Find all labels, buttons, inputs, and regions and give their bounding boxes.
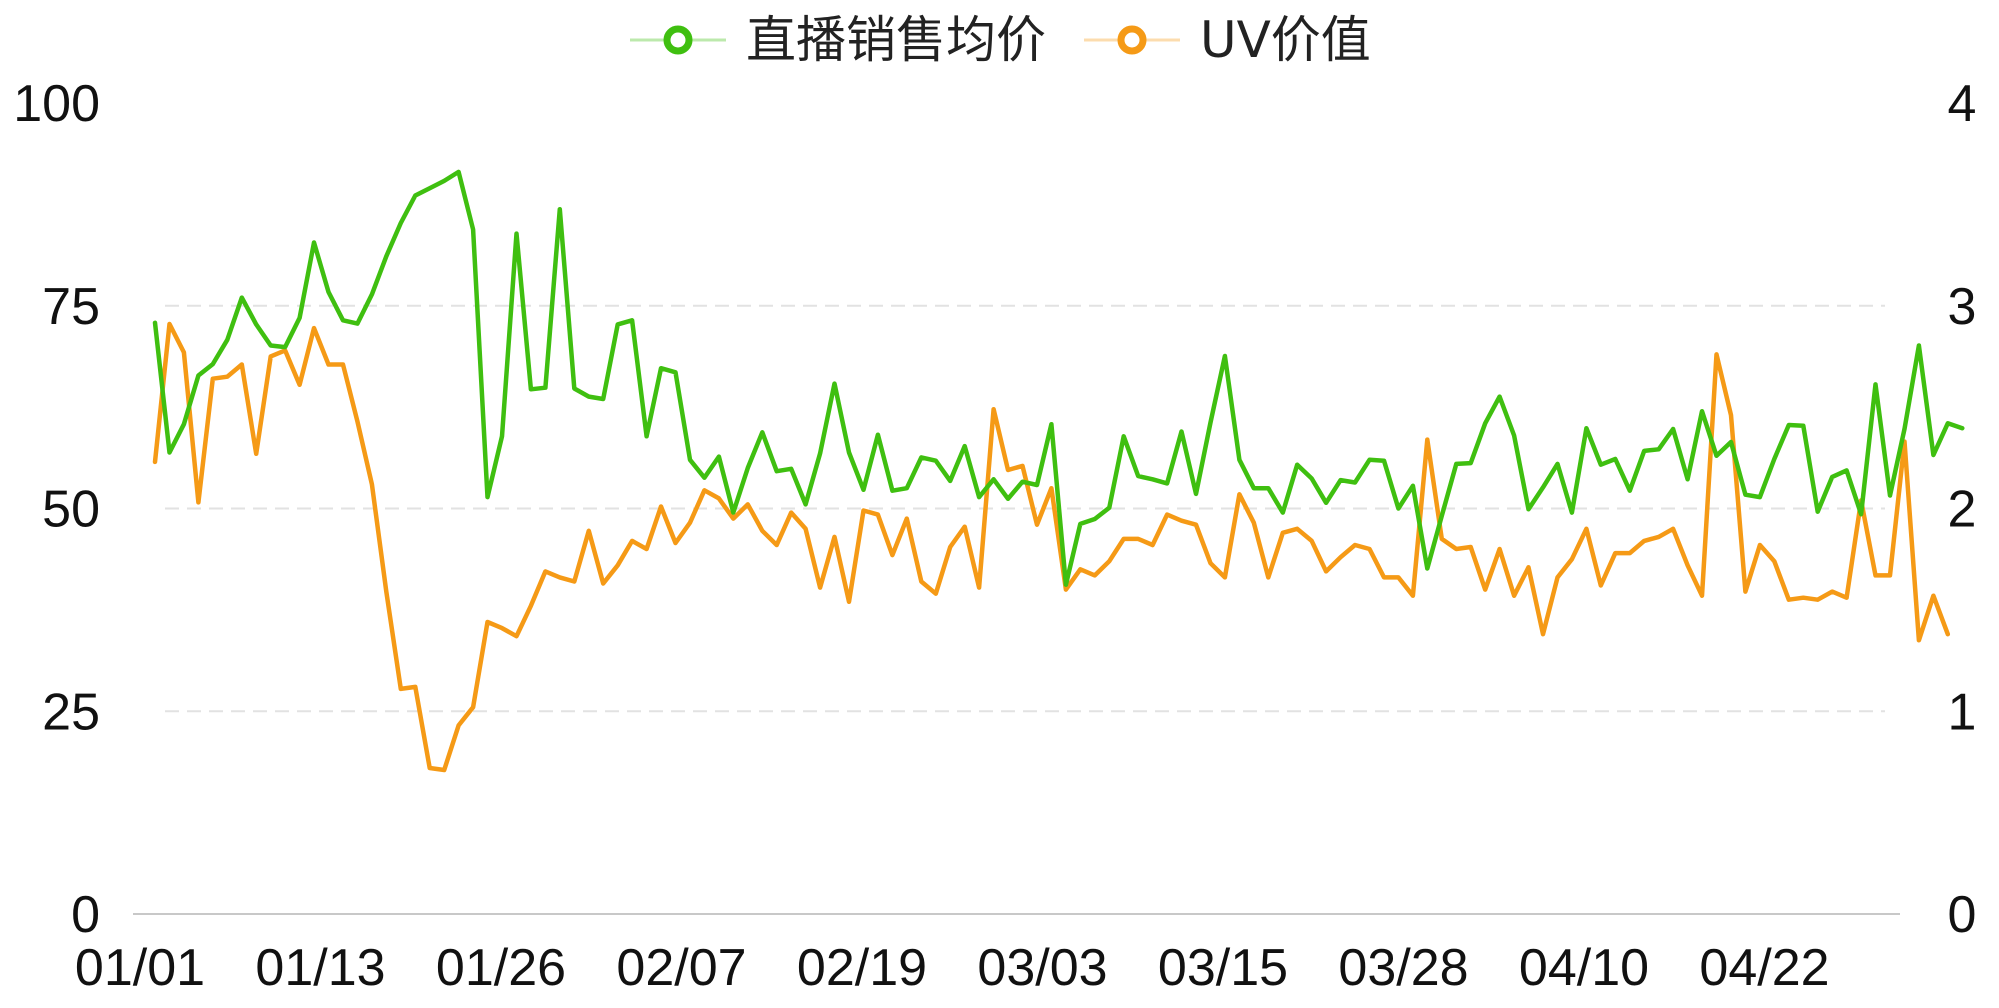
y-left-tick-label: 0	[71, 886, 100, 944]
y-right-tick-label: 0	[1948, 886, 1977, 944]
legend-marker-uv-value	[1117, 25, 1147, 55]
series-line-uv-value	[152, 321, 1951, 773]
x-tick-label: 04/22	[1699, 939, 1829, 997]
series-line-avg-price	[152, 169, 1965, 587]
y-right-tick-label: 2	[1948, 481, 1977, 539]
x-tick-label: 01/13	[255, 939, 385, 997]
x-tick-label: 02/19	[797, 939, 927, 997]
legend-label-uv-value: UV价值	[1200, 11, 1371, 69]
legend-marker-avg-price	[663, 25, 693, 55]
x-tick-label: 03/15	[1158, 939, 1288, 997]
series-layer	[152, 169, 1965, 773]
y-right-tick-label: 3	[1948, 278, 1977, 336]
right-y-axis: 4 3 2 1 0	[1948, 75, 1977, 944]
y-left-tick-label: 75	[42, 278, 100, 336]
x-axis: 01/01 01/13 01/26 02/07 02/19 03/03 03/15 03/28…	[75, 939, 1830, 997]
legend-label-avg-price: 直播销售均价	[746, 11, 1046, 69]
y-left-tick-label: 100	[13, 75, 100, 133]
x-tick-label: 03/28	[1338, 939, 1468, 997]
x-tick-label: 03/03	[977, 939, 1107, 997]
y-left-tick-label: 50	[42, 481, 100, 539]
legend: 直播销售均价 UV价值	[630, 11, 1371, 69]
legend-item-avg-price[interactable]: 直播销售均价	[630, 11, 1046, 69]
x-tick-label: 04/10	[1519, 939, 1649, 997]
x-tick-label: 02/07	[616, 939, 746, 997]
x-tick-label: 01/26	[436, 939, 566, 997]
y-right-tick-label: 1	[1948, 683, 1977, 741]
grid-lines	[165, 304, 1885, 713]
left-y-axis: 100 75 50 25 0	[13, 75, 100, 944]
y-right-tick-label: 4	[1948, 75, 1977, 133]
y-left-tick-label: 25	[42, 683, 100, 741]
legend-item-uv-value[interactable]: UV价值	[1084, 11, 1371, 69]
x-tick-label: 01/01	[75, 939, 205, 997]
